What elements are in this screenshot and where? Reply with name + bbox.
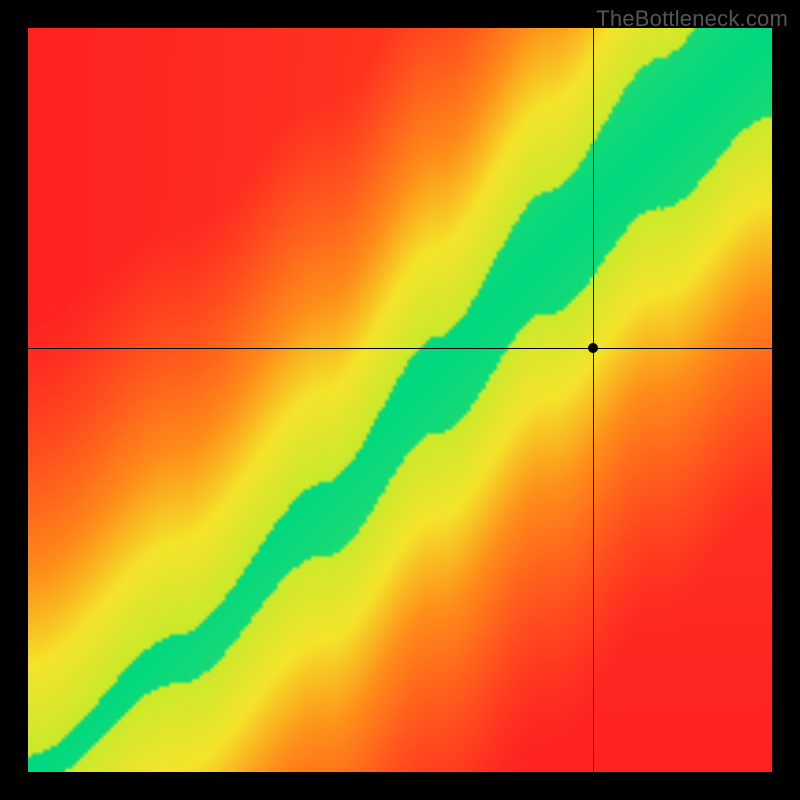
chart-container: TheBottleneck.com <box>0 0 800 800</box>
chart-frame <box>0 0 800 800</box>
crosshair-horizontal <box>28 348 772 349</box>
bottleneck-heatmap <box>28 28 772 772</box>
selection-marker <box>588 343 598 353</box>
watermark-text: TheBottleneck.com <box>596 6 788 32</box>
chart-plot-area <box>28 28 772 772</box>
crosshair-vertical <box>593 28 594 772</box>
